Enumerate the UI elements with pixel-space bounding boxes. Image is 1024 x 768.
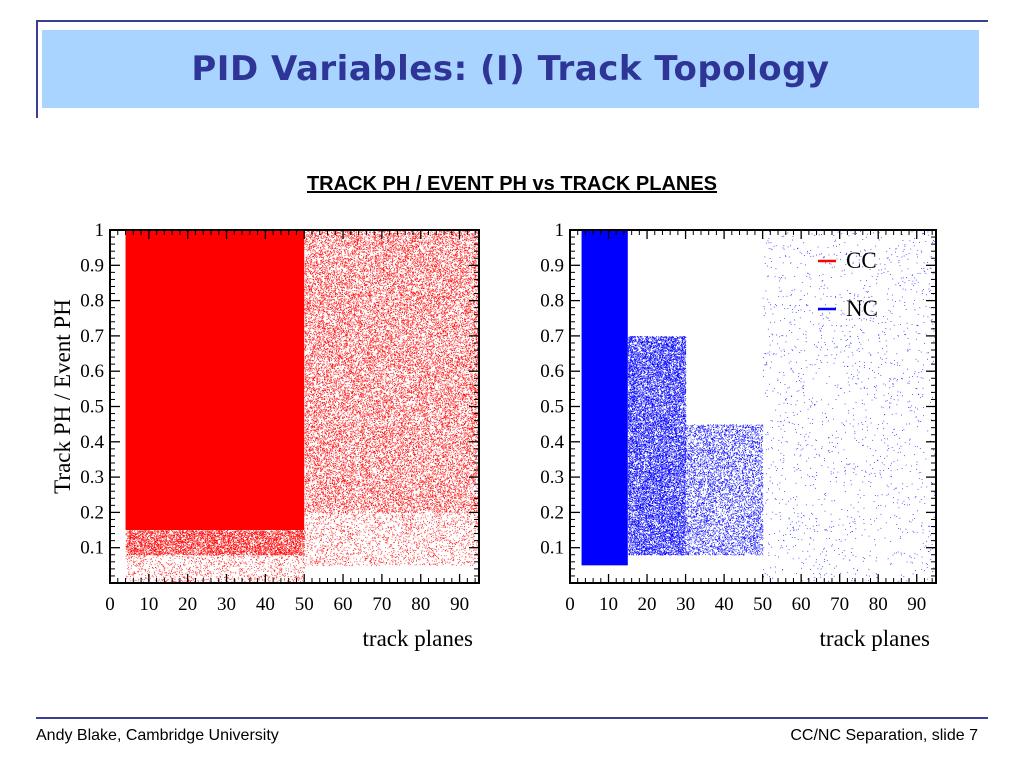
footer-slide-number: CC/NC Separation, slide 7	[790, 727, 978, 744]
y-tick-label: 0.6	[540, 361, 564, 382]
slide-frame-top-line	[36, 20, 988, 22]
y-tick-label: 0.7	[80, 326, 104, 347]
x-axis-label: track planes	[820, 626, 931, 651]
legend-nc-label: NC	[846, 296, 878, 321]
y-tick-label: 0.3	[80, 467, 104, 488]
x-tick-label: 10	[139, 594, 158, 615]
y-axis-label: Track PH / Event PH	[50, 299, 75, 494]
x-tick-label: 50	[753, 594, 772, 615]
nc-scatter-plot: 0 10 20 30 40 50 60 70 80 90 0.1 0.2 0.3 0.4 0.5 0.6 0.7…	[540, 220, 937, 651]
y-tick-label: 0.4	[540, 432, 564, 453]
slide-frame-left-line	[36, 20, 38, 118]
cc-scatter-plot: 0 10 20 30 40 50 60 70 80 90 0.1 0.2 0.3 0.4 0.5 0.6 0.7…	[50, 220, 480, 651]
y-axis-label-group: Track PH / Event PH	[50, 299, 75, 494]
x-tick-label: 20	[638, 594, 657, 615]
y-tick-label: 0.2	[80, 502, 104, 523]
y-tick-label: 0.3	[540, 467, 564, 488]
x-tick-label: 90	[450, 594, 469, 615]
y-tick-label: 1	[95, 220, 105, 241]
scatter-points	[110, 230, 479, 583]
footer-author: Andy Blake, Cambridge University	[36, 727, 279, 744]
x-tick-label: 0	[105, 594, 115, 615]
x-tick-label: 60	[334, 594, 353, 615]
y-tick-label: 0.9	[540, 255, 564, 276]
legend-cc-label: CC	[846, 248, 877, 273]
y-tick-label: 1	[555, 220, 565, 241]
x-tick-label: 70	[830, 594, 849, 615]
chart-subtitle: TRACK PH / EVENT PH vs TRACK PLANES	[306, 173, 718, 195]
title-band: PID Variables: (I) Track Topology	[42, 30, 979, 108]
y-tick-label: 0.4	[80, 432, 104, 453]
slide-title: PID Variables: (I) Track Topology	[191, 49, 830, 89]
y-tick-label: 0.2	[540, 502, 564, 523]
y-tick-label: 0.1	[80, 538, 104, 559]
y-tick-label: 0.1	[540, 538, 564, 559]
scatter-points	[570, 230, 936, 583]
x-tick-label: 30	[676, 594, 695, 615]
y-tick-label: 0.7	[540, 326, 564, 347]
x-tick-label: 40	[256, 594, 275, 615]
y-tick-label: 0.5	[80, 397, 104, 418]
x-tick-label: 70	[372, 594, 391, 615]
x-axis-label: track planes	[363, 626, 474, 651]
x-tick-label: 20	[178, 594, 197, 615]
y-tick-label: 0.8	[80, 291, 104, 312]
x-tick-label: 40	[715, 594, 734, 615]
x-tick-label: 50	[295, 594, 314, 615]
footer-rule	[36, 717, 988, 719]
legend: CC NC	[818, 248, 878, 321]
x-tick-label: 80	[869, 594, 888, 615]
y-tick-label: 0.9	[80, 255, 104, 276]
x-tick-label: 0	[565, 594, 575, 615]
x-tick-label: 90	[907, 594, 926, 615]
x-tick-label: 60	[792, 594, 811, 615]
x-tick-label: 10	[599, 594, 618, 615]
x-tick-label: 30	[217, 594, 236, 615]
y-tick-label: 0.8	[540, 291, 564, 312]
y-tick-label: 0.5	[540, 397, 564, 418]
y-tick-label: 0.6	[80, 361, 104, 382]
x-tick-label: 80	[411, 594, 430, 615]
